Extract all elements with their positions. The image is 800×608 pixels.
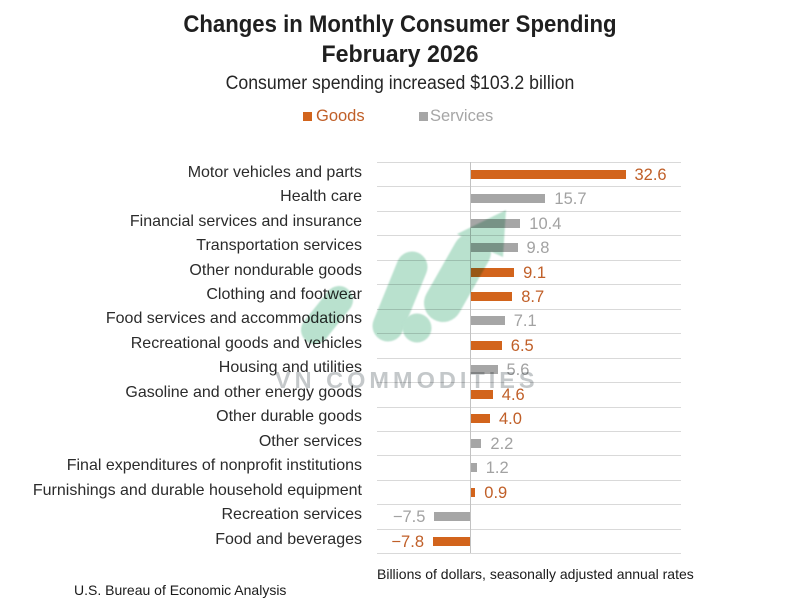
svg-text:VN COMMODITIES: VN COMMODITIES <box>275 367 539 393</box>
